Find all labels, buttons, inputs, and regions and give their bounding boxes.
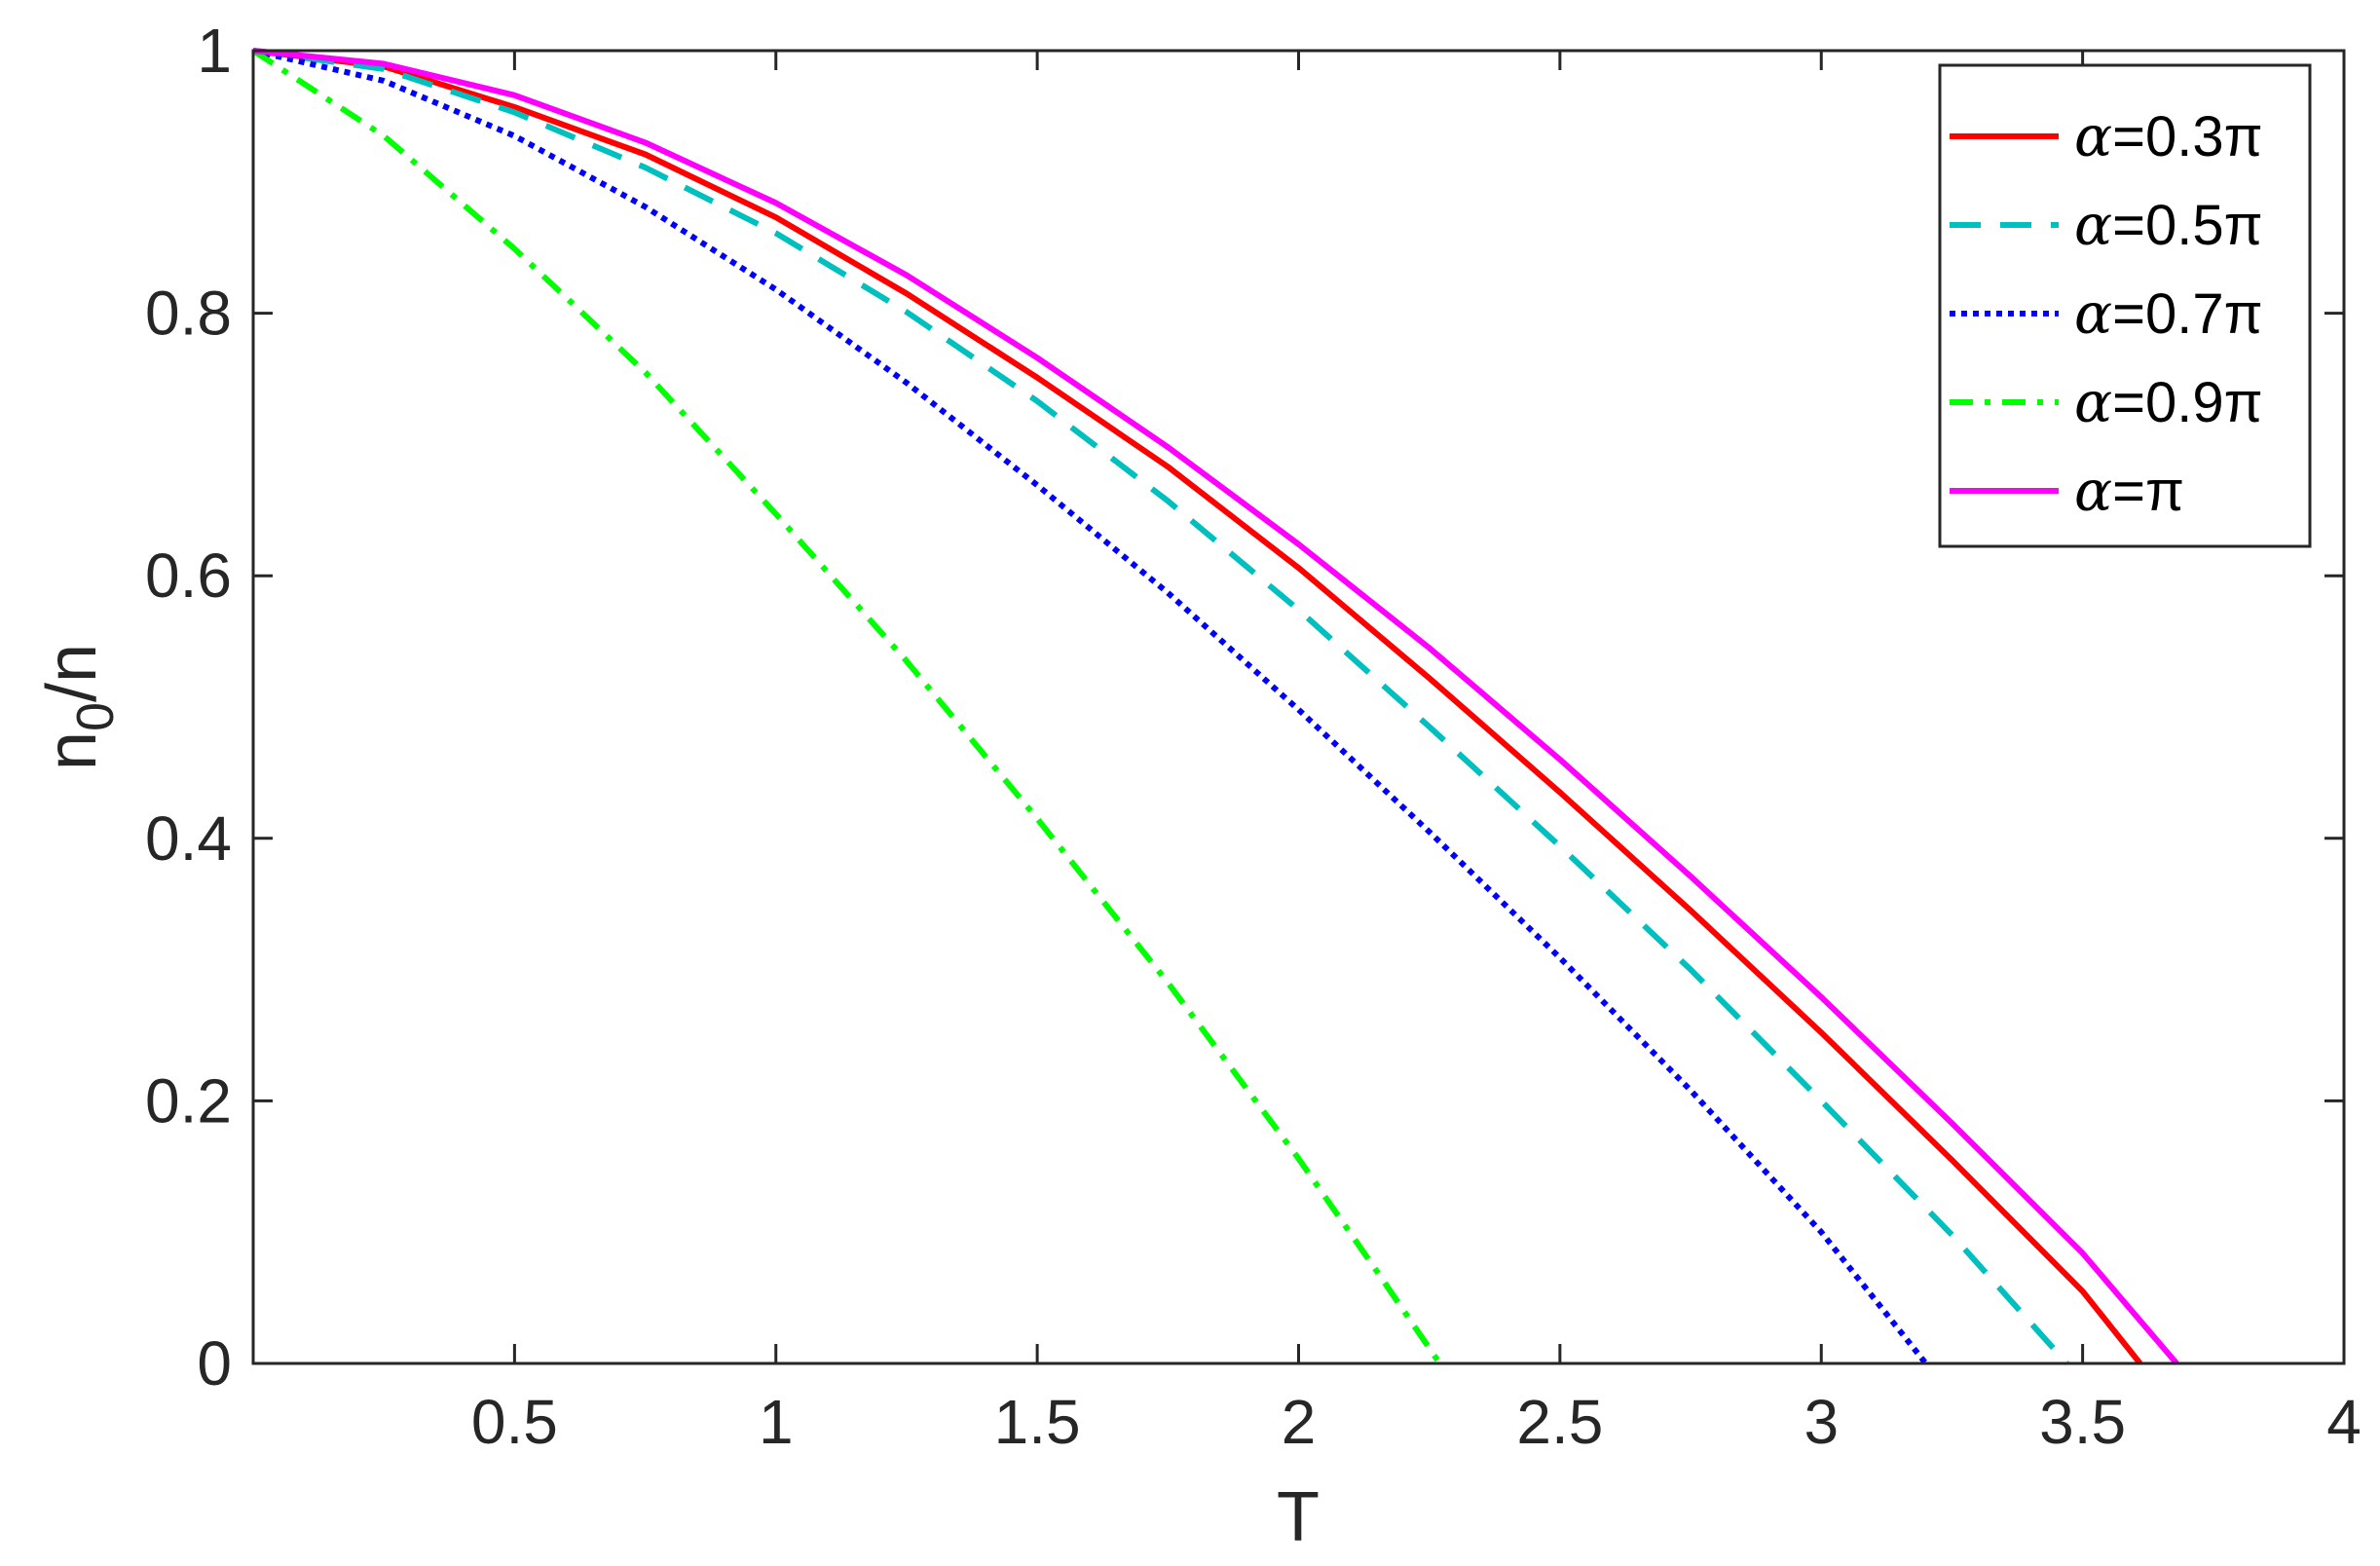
legend-label-greek: α: [2074, 369, 2112, 435]
y-tick-label: 0.6: [145, 541, 232, 611]
x-tick-label: 1.5: [994, 1387, 1081, 1457]
x-tick-label: 3: [1804, 1387, 1839, 1457]
y-tick-label: 0.4: [145, 803, 232, 874]
legend-label-alpha-0-3pi: α=0.3π: [2074, 103, 2263, 169]
y-tick-label: 0.8: [145, 279, 232, 349]
y-axis-label: n0/n: [33, 644, 125, 770]
x-tick-label: 0.5: [471, 1387, 558, 1457]
legend-label-greek: α: [2074, 280, 2112, 347]
legend-label-rest: =0.9π: [2112, 371, 2263, 434]
series-line-alpha-0-5pi: [252, 48, 2069, 1365]
legend-label-greek: α: [2074, 103, 2112, 169]
ticks-layer: 0.5 1 1.5 2 2.5 3 3.5 4 0 0.2 0.4 0.6 0.8 1: [145, 16, 2361, 1457]
legend-box: [1938, 63, 2312, 548]
y-tick-label: 1: [197, 16, 232, 86]
legend-label-alpha-0-7pi: α=0.7π: [2074, 280, 2263, 347]
y-axis-label-base: n: [33, 731, 111, 770]
legend-label-greek: α: [2074, 192, 2112, 258]
series-line-alpha-0-9pi: [251, 48, 1442, 1365]
legend-label-greek: α: [2074, 458, 2112, 524]
x-tick-label: 2: [1282, 1387, 1317, 1457]
legend-label-alpha-0-9pi: α=0.9π: [2074, 369, 2263, 435]
legend-entries: α=0.3πα=0.5πα=0.7πα=0.9πα=π: [1950, 103, 2263, 524]
x-tick-label: 3.5: [2039, 1387, 2126, 1457]
legend-label-alpha-pi: α=π: [2074, 458, 2184, 524]
series-layer: [251, 48, 2179, 1365]
legend-label-alpha-0-5pi: α=0.5π: [2074, 192, 2263, 258]
x-axis-label: T: [1277, 1478, 1320, 1556]
x-tick-label: 2.5: [1516, 1387, 1603, 1457]
y-axis-label-subscript: 0: [66, 702, 125, 731]
series-line-alpha-0-3pi: [252, 48, 2143, 1365]
legend: α=0.3πα=0.5πα=0.7πα=0.9πα=π: [1938, 63, 2312, 548]
series-line-alpha-0-7pi: [252, 48, 1928, 1365]
x-tick-label: 1: [759, 1387, 794, 1457]
y-tick-label: 0: [197, 1328, 232, 1398]
legend-label-rest: =0.3π: [2112, 105, 2263, 168]
legend-label-rest: =0.5π: [2112, 194, 2263, 257]
legend-label-rest: =0.7π: [2112, 282, 2263, 346]
y-tick-label: 0.2: [145, 1065, 232, 1136]
series-line-alpha-pi: [252, 48, 2179, 1365]
x-tick-label: 4: [2326, 1387, 2361, 1457]
y-axis-label-rest: /n: [33, 644, 111, 702]
legend-label-rest: =π: [2112, 460, 2184, 523]
